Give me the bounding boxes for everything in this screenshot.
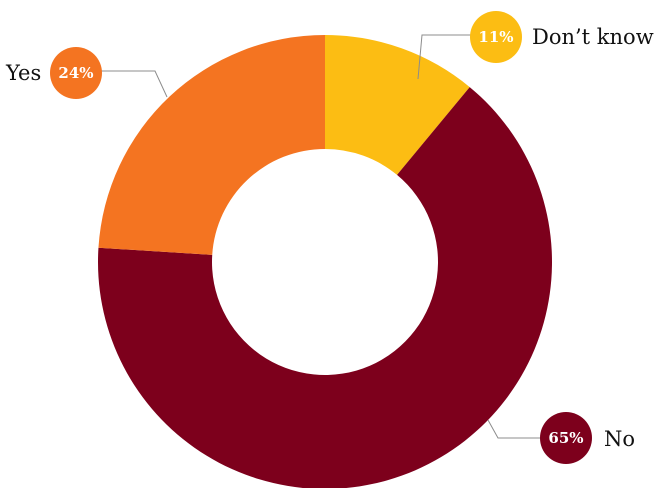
- leader-line-no: [487, 419, 542, 439]
- slice-category-label-no: No: [604, 427, 635, 451]
- donut-slice-yes: [98, 35, 325, 255]
- slice-category-label-dont-know: Don’t know: [532, 25, 654, 49]
- slice-category-label-yes: Yes: [5, 61, 41, 85]
- slice-badge-yes: [50, 47, 102, 99]
- slice-value-label-no: 65%: [548, 429, 583, 447]
- donut-slice-no: [98, 87, 552, 488]
- donut-slices: [98, 35, 552, 488]
- leader-line-dont-know: [417, 34, 472, 80]
- donut-slice-dont-know: [325, 35, 470, 175]
- slice-value-label-dont-know: 11%: [478, 28, 513, 46]
- slice-value-label-yes: 24%: [58, 64, 93, 82]
- slice-badge-no: [540, 412, 592, 464]
- slice-badge-dont-know: [470, 11, 522, 63]
- leader-line-yes: [101, 70, 168, 98]
